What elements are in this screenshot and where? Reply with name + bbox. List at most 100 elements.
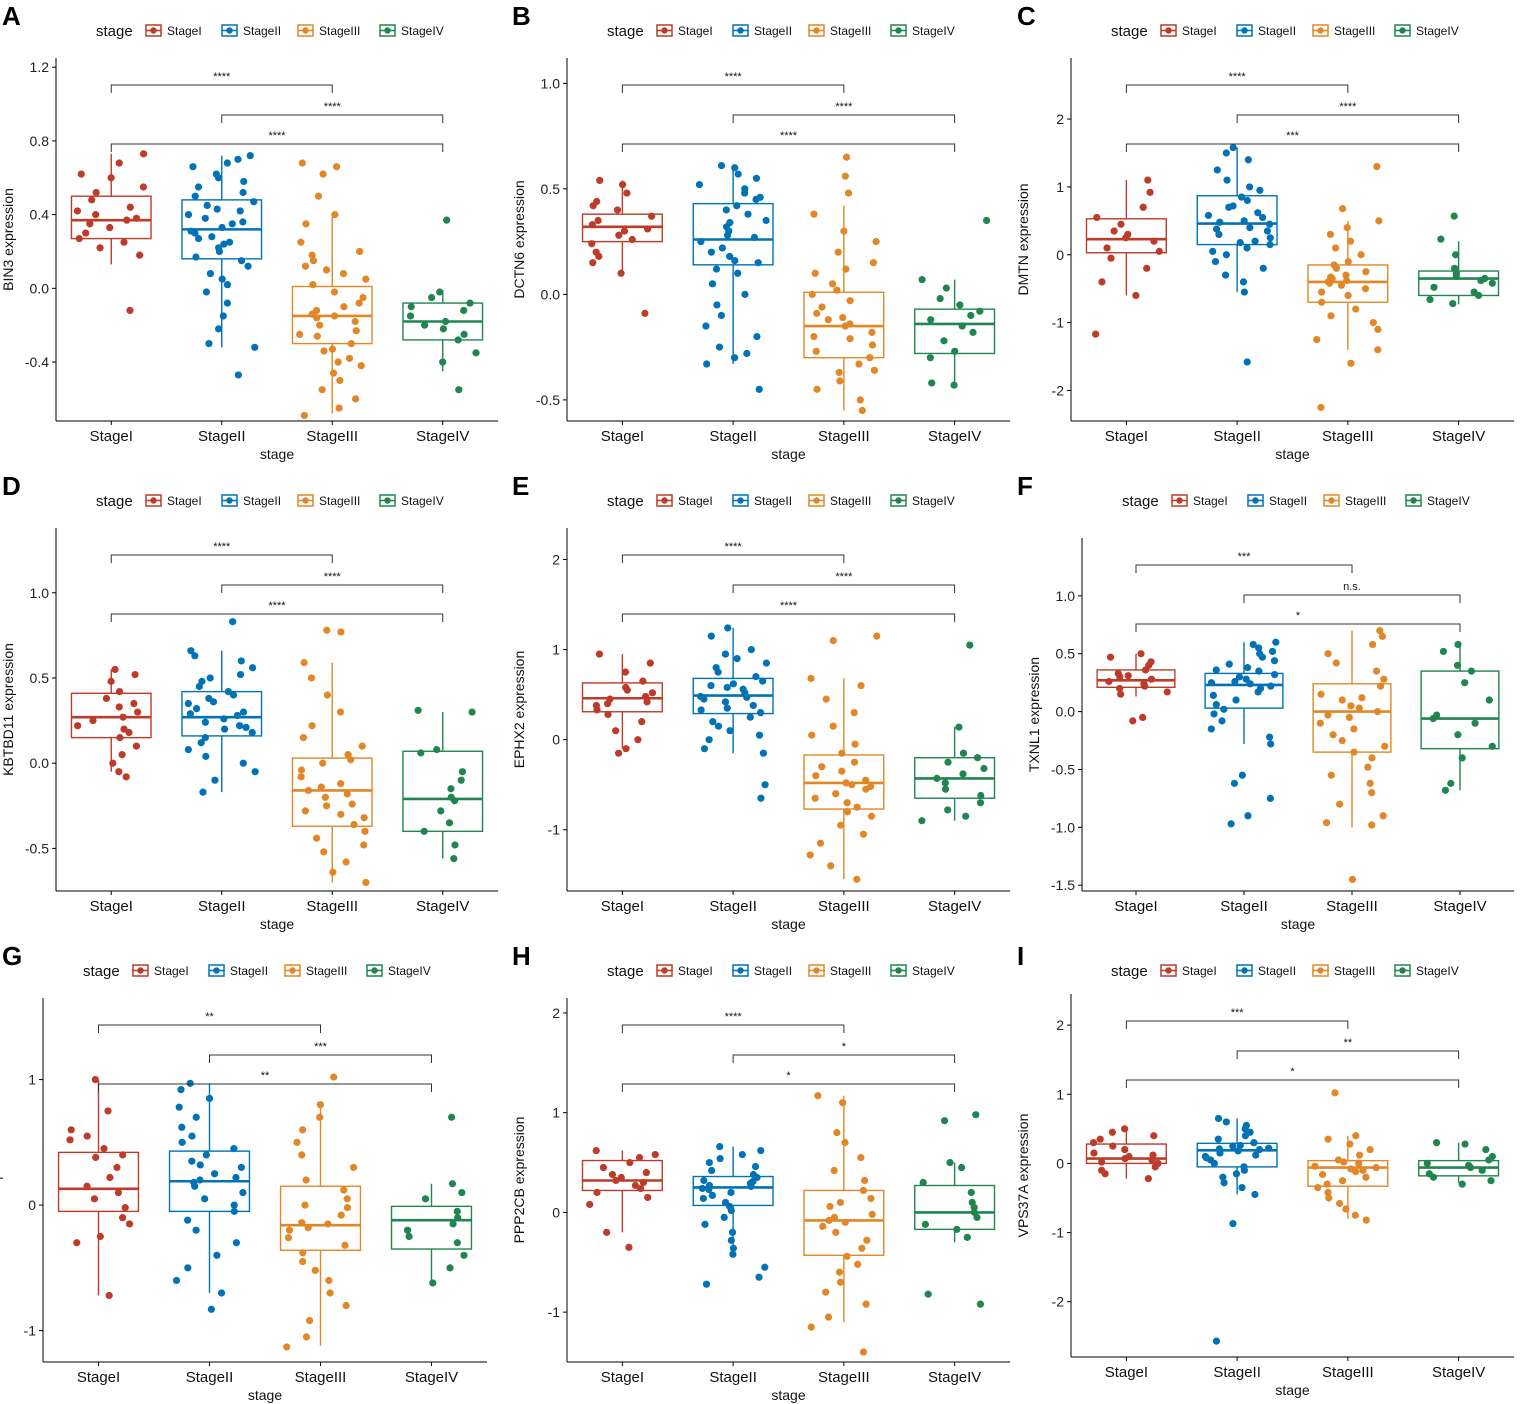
legend-key-dot <box>737 497 744 504</box>
data-point <box>323 626 331 634</box>
x-tick-label: StageIV <box>416 428 469 445</box>
data-point <box>1478 1166 1486 1174</box>
data-point <box>131 670 139 679</box>
data-point <box>822 695 830 703</box>
significance-bracket: **** <box>621 130 956 152</box>
data-point <box>313 314 321 322</box>
panel-letter: I <box>1017 941 1024 971</box>
significance-label: **** <box>213 541 231 553</box>
bracket-line <box>1135 623 1461 632</box>
data-point <box>918 817 926 825</box>
data-point <box>326 1289 334 1297</box>
data-point <box>1266 220 1274 228</box>
data-point <box>1437 235 1445 243</box>
data-point <box>184 1264 192 1272</box>
data-point <box>199 788 207 796</box>
data-point <box>73 207 82 215</box>
data-point <box>191 652 199 660</box>
data-point <box>753 332 761 341</box>
data-point <box>1271 670 1279 679</box>
data-point <box>311 1266 319 1274</box>
data-point <box>712 265 721 273</box>
y-tick-label: -2 <box>1052 382 1065 398</box>
significance-bracket: **** <box>110 130 444 152</box>
y-tick-label: 0 <box>1056 247 1064 263</box>
data-point <box>812 772 820 780</box>
data-point <box>1423 1159 1431 1167</box>
data-point <box>843 1252 851 1260</box>
data-point <box>1212 225 1221 233</box>
data-point <box>718 244 726 252</box>
data-point <box>843 799 851 807</box>
data-point <box>234 155 242 163</box>
data-point <box>1454 731 1462 739</box>
data-point <box>437 807 445 815</box>
data-point <box>1256 186 1264 194</box>
data-point <box>1324 711 1332 719</box>
data-point <box>953 1225 961 1233</box>
data-point <box>841 172 849 180</box>
data-point <box>944 806 952 814</box>
bracket-line <box>621 613 956 622</box>
data-point <box>335 404 343 412</box>
box-iqr <box>181 690 263 737</box>
data-point <box>345 354 354 362</box>
data-point <box>1369 319 1377 327</box>
data-point <box>1108 1128 1116 1136</box>
data-point <box>460 306 468 315</box>
data-point <box>723 704 731 712</box>
x-axis-title: stage <box>771 1387 805 1403</box>
data-point <box>1352 1168 1360 1176</box>
data-point <box>700 745 709 753</box>
data-point <box>248 728 256 737</box>
data-point <box>727 1188 735 1197</box>
data-point <box>192 1226 200 1234</box>
x-axis-title: stage <box>1275 446 1309 462</box>
data-point <box>1212 701 1220 709</box>
x-tick-label: StageIV <box>405 1369 458 1386</box>
data-point <box>1147 675 1156 683</box>
x-tick-label: StageIV <box>1432 1364 1485 1381</box>
data-point <box>223 281 232 289</box>
data-point <box>1318 298 1326 306</box>
data-point <box>863 1236 871 1244</box>
data-point <box>818 763 826 771</box>
data-point <box>941 779 949 787</box>
data-point <box>220 725 229 733</box>
legend-key-dot <box>661 967 668 974</box>
data-point <box>1149 1151 1157 1159</box>
data-point <box>293 1138 301 1146</box>
data-point <box>114 1188 123 1197</box>
data-point <box>1355 704 1363 712</box>
box-stageiv <box>1420 640 1500 794</box>
y-tick-label: 1.2 <box>30 59 50 75</box>
bracket-line <box>1236 1050 1460 1059</box>
data-point <box>722 206 730 214</box>
data-point <box>822 1288 830 1296</box>
data-point <box>594 216 602 225</box>
legend-item-stagei: StageI <box>145 494 202 508</box>
y-tick-label: 0.0 <box>1056 704 1076 720</box>
legend-title: stage <box>1111 963 1148 980</box>
legend-title: stage <box>607 493 644 510</box>
data-point <box>339 269 348 278</box>
box-stageii <box>692 1142 774 1288</box>
legend-item-stageii: StageII <box>732 494 792 508</box>
y-tick-label: 0 <box>1056 1155 1064 1171</box>
data-point <box>1352 305 1360 313</box>
data-point <box>178 1138 186 1146</box>
x-tick-label: StageI <box>601 1369 644 1386</box>
significance-bracket: *** <box>1135 551 1353 573</box>
data-point <box>850 758 859 766</box>
legend-label: StageIV <box>912 494 955 508</box>
significance-label: * <box>1296 610 1301 622</box>
data-point <box>1376 626 1384 635</box>
data-point <box>824 1313 833 1321</box>
data-point <box>308 722 316 730</box>
data-point <box>811 794 819 802</box>
data-point <box>1342 271 1350 279</box>
data-point <box>125 728 133 737</box>
data-point <box>841 1139 849 1147</box>
y-tick-label: -1 <box>548 822 561 838</box>
data-point <box>324 1220 332 1228</box>
